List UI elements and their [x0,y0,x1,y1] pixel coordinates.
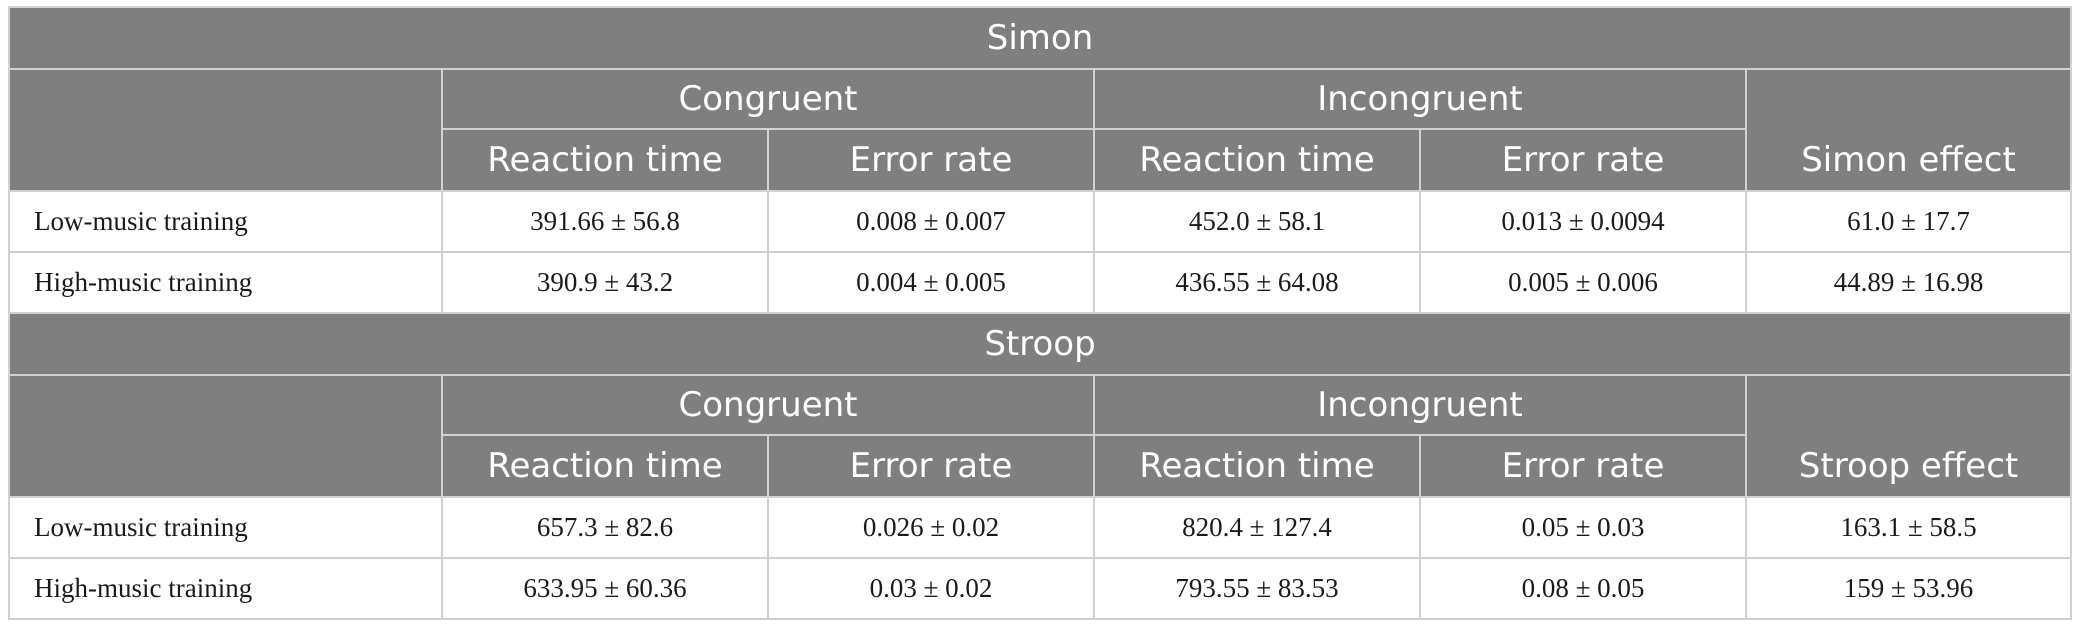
table-row: Low-music training 391.66 ± 56.8 0.008 ±… [8,190,2073,253]
row-label: Low-music training [8,190,443,253]
simon-effect-value: 61.0 ± 17.7 [1744,190,2073,253]
stroop-effect-header: Stroop effect [1744,374,2073,498]
stroop-effect-value: 159 ± 53.96 [1744,557,2073,620]
results-table-container: Simon Congruent Incongruent Simon effect… [7,6,2073,620]
incongruent-reaction-time: 436.55 ± 64.08 [1093,251,1421,314]
stroop-title-row: Stroop [7,312,2073,376]
simon-title-row: Simon [7,6,2073,70]
congruent-reaction-time: 657.3 ± 82.6 [441,496,769,559]
congruent-error-rate: 0.008 ± 0.007 [767,190,1095,253]
simon-sub-header-row: Reaction time Error rate Reaction time E… [9,128,2071,192]
stroop-empty-header [8,374,443,498]
simon-effect-value: 44.89 ± 16.98 [1744,251,2073,314]
simon-congruent-rt-header: Reaction time [441,128,769,192]
stroop-congruent-header: Congruent [441,374,1095,436]
incongruent-error-rate: 0.05 ± 0.03 [1419,496,1747,559]
simon-effect-header: Simon effect [1744,68,2073,192]
simon-incongruent-rt-header: Reaction time [1093,128,1421,192]
congruent-reaction-time: 391.66 ± 56.8 [441,190,769,253]
simon-empty-header [8,68,443,192]
simon-incongruent-er-header: Error rate [1419,128,1747,192]
stroop-congruent-rt-header: Reaction time [441,434,769,498]
incongruent-reaction-time: 820.4 ± 127.4 [1093,496,1421,559]
stroop-sub-header-row: Reaction time Error rate Reaction time E… [9,434,2071,498]
table-row: Low-music training 657.3 ± 82.6 0.026 ± … [8,496,2073,559]
congruent-error-rate: 0.03 ± 0.02 [767,557,1095,620]
congruent-reaction-time: 390.9 ± 43.2 [441,251,769,314]
simon-congruent-header: Congruent [441,68,1095,130]
stroop-incongruent-header: Incongruent [1093,374,1747,436]
incongruent-error-rate: 0.013 ± 0.0094 [1419,190,1747,253]
simon-incongruent-header: Incongruent [1093,68,1747,130]
row-label: High-music training [8,557,443,620]
incongruent-reaction-time: 452.0 ± 58.1 [1093,190,1421,253]
stroop-group-header-row: Congruent Incongruent Stroop effect [8,374,2073,498]
incongruent-error-rate: 0.005 ± 0.006 [1419,251,1747,314]
congruent-error-rate: 0.004 ± 0.005 [767,251,1095,314]
results-table: Simon Congruent Incongruent Simon effect… [7,6,2073,620]
congruent-error-rate: 0.026 ± 0.02 [767,496,1095,559]
simon-section-title: Simon [7,6,2073,70]
stroop-effect-value: 163.1 ± 58.5 [1744,496,2073,559]
incongruent-error-rate: 0.08 ± 0.05 [1419,557,1747,620]
stroop-incongruent-rt-header: Reaction time [1093,434,1421,498]
simon-congruent-er-header: Error rate [767,128,1095,192]
incongruent-reaction-time: 793.55 ± 83.53 [1093,557,1421,620]
row-label: Low-music training [8,496,443,559]
simon-group-header-row: Congruent Incongruent Simon effect [8,68,2073,192]
stroop-congruent-er-header: Error rate [767,434,1095,498]
congruent-reaction-time: 633.95 ± 60.36 [441,557,769,620]
stroop-incongruent-er-header: Error rate [1419,434,1747,498]
table-row: High-music training 633.95 ± 60.36 0.03 … [8,557,2073,620]
table-row: High-music training 390.9 ± 43.2 0.004 ±… [8,251,2073,314]
row-label: High-music training [8,251,443,314]
stroop-section-title: Stroop [7,312,2073,376]
